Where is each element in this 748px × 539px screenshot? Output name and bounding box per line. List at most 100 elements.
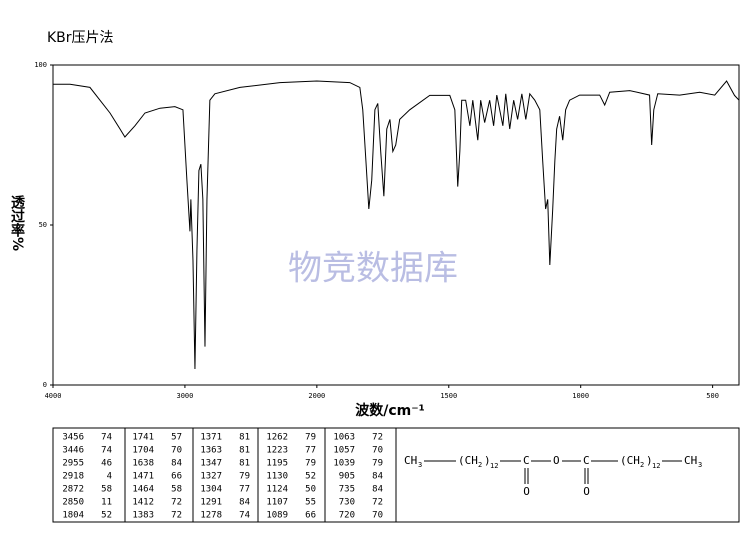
peak-wavenumber: 2918	[62, 472, 84, 482]
peak-wavenumber: 1130	[266, 472, 288, 482]
x-tick-label: 500	[706, 392, 719, 400]
peak-wavenumber: 1804	[62, 511, 84, 521]
peak-transmittance: 84	[171, 459, 182, 469]
peak-transmittance: 57	[171, 433, 182, 443]
peak-wavenumber: 735	[339, 485, 355, 495]
peak-wavenumber: 1304	[200, 485, 222, 495]
peak-transmittance: 81	[239, 459, 250, 469]
formula-part: 3	[418, 461, 422, 469]
peak-wavenumber: 1063	[333, 433, 355, 443]
y-tick-label: 0	[43, 381, 47, 389]
peak-transmittance: 81	[239, 446, 250, 456]
formula-part: 3	[698, 461, 702, 469]
peak-wavenumber: 1124	[266, 485, 288, 495]
peak-wavenumber: 1039	[333, 459, 355, 469]
x-tick-label: 4000	[45, 392, 62, 400]
peak-transmittance: 77	[305, 446, 316, 456]
peak-wavenumber: 3446	[62, 446, 84, 456]
peak-wavenumber: 720	[339, 511, 355, 521]
peak-transmittance: 72	[171, 498, 182, 508]
formula-part: (CH	[458, 454, 478, 467]
peak-wavenumber: 1291	[200, 498, 222, 508]
peak-transmittance: 58	[171, 485, 182, 495]
peak-wavenumber: 1363	[200, 446, 222, 456]
peak-wavenumber: 1262	[266, 433, 288, 443]
peak-transmittance: 55	[305, 498, 316, 508]
peak-wavenumber: 1741	[132, 433, 154, 443]
peak-wavenumber: 1371	[200, 433, 222, 443]
x-tick-label: 2000	[308, 392, 325, 400]
peak-wavenumber: 1471	[132, 472, 154, 482]
x-tick-label: 3000	[176, 392, 193, 400]
peak-transmittance: 46	[101, 459, 112, 469]
peak-transmittance: 52	[101, 511, 112, 521]
peak-wavenumber: 1327	[200, 472, 222, 482]
formula-part: C	[523, 454, 530, 467]
peak-transmittance: 72	[372, 433, 383, 443]
chart-title: KBr压片法	[47, 30, 114, 46]
peak-wavenumber: 1464	[132, 485, 154, 495]
x-axis-label: 波数/cm⁻¹	[355, 402, 425, 419]
watermark: 物竞数据库	[288, 249, 458, 289]
peak-transmittance: 81	[239, 433, 250, 443]
formula-part: CH	[404, 454, 417, 467]
peak-wavenumber: 1223	[266, 446, 288, 456]
peak-wavenumber: 2955	[62, 459, 84, 469]
spectrum-line	[53, 80, 740, 370]
peak-transmittance: 72	[171, 511, 182, 521]
formula-part: CH	[684, 454, 697, 467]
peak-wavenumber: 2872	[62, 485, 84, 495]
x-tick-label: 1000	[572, 392, 589, 400]
peak-transmittance: 4	[107, 472, 112, 482]
formula-part: 12	[490, 462, 498, 470]
peak-transmittance: 77	[239, 485, 250, 495]
peak-wavenumber: 730	[339, 498, 355, 508]
peak-wavenumber: 1412	[132, 498, 154, 508]
peak-wavenumber: 1638	[132, 459, 154, 469]
peak-wavenumber: 1057	[333, 446, 355, 456]
peak-transmittance: 79	[305, 433, 316, 443]
peak-transmittance: 70	[171, 446, 182, 456]
y-tick-label: 100	[34, 61, 47, 69]
peak-transmittance: 79	[372, 459, 383, 469]
formula-part: C	[583, 454, 590, 467]
peak-transmittance: 84	[239, 498, 250, 508]
peak-transmittance: 79	[305, 459, 316, 469]
formula-part: 2	[478, 461, 482, 469]
peak-wavenumber: 1195	[266, 459, 288, 469]
peak-wavenumber: 1089	[266, 511, 288, 521]
peak-wavenumber: 1704	[132, 446, 154, 456]
peak-wavenumber: 1347	[200, 459, 222, 469]
formula-part: 2	[640, 461, 644, 469]
peak-transmittance: 74	[101, 433, 112, 443]
peak-transmittance: 11	[101, 498, 112, 508]
peak-transmittance: 50	[305, 485, 316, 495]
y-axis-label: 透过率%	[9, 195, 25, 251]
carbonyl-oxygen: O	[523, 485, 530, 498]
peak-transmittance: 58	[101, 485, 112, 495]
formula-part: O	[553, 454, 560, 467]
peak-transmittance: 70	[372, 446, 383, 456]
peak-wavenumber: 1383	[132, 511, 154, 521]
formula-part: (CH	[620, 454, 640, 467]
x-tick-label: 1500	[440, 392, 457, 400]
peak-wavenumber: 1278	[200, 511, 222, 521]
peak-wavenumber: 905	[339, 472, 355, 482]
formula-part: )	[646, 454, 653, 467]
peak-wavenumber: 1107	[266, 498, 288, 508]
peak-transmittance: 52	[305, 472, 316, 482]
formula-part: )	[484, 454, 491, 467]
formula-part: 12	[652, 462, 660, 470]
peak-wavenumber: 3456	[62, 433, 84, 443]
peak-transmittance: 66	[305, 511, 316, 521]
carbonyl-oxygen: O	[583, 485, 590, 498]
peak-transmittance: 74	[239, 511, 250, 521]
peak-wavenumber: 2850	[62, 498, 84, 508]
peak-transmittance: 79	[239, 472, 250, 482]
peak-transmittance: 70	[372, 511, 383, 521]
peak-transmittance: 66	[171, 472, 182, 482]
peak-transmittance: 84	[372, 485, 383, 495]
y-tick-label: 50	[39, 221, 47, 229]
peak-transmittance: 72	[372, 498, 383, 508]
